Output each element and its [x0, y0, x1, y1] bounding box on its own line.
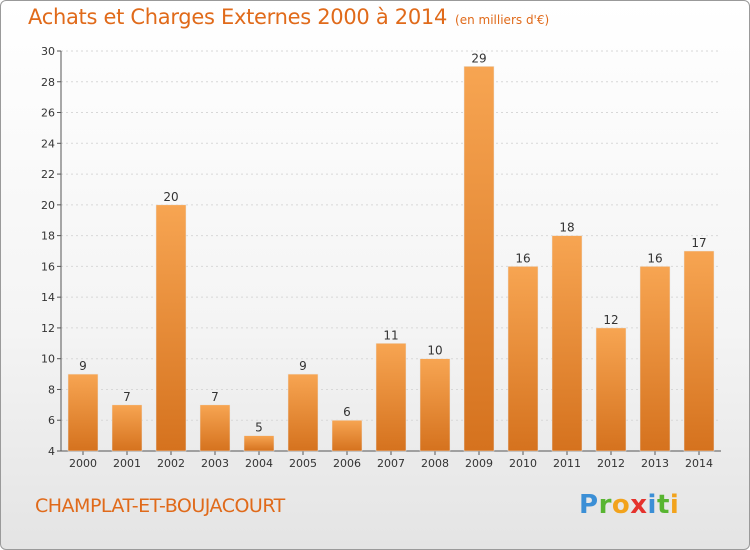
x-tick-label: 2008	[421, 457, 449, 470]
data-label: 18	[559, 221, 574, 235]
y-tick-label: 18	[41, 230, 55, 243]
y-tick-label: 30	[41, 45, 55, 58]
bar	[243, 435, 275, 452]
x-tick-label: 2003	[201, 457, 229, 470]
logo-letter: o	[611, 490, 631, 520]
bar	[331, 419, 363, 452]
x-tick-label: 2013	[641, 457, 669, 470]
x-tick-label: 2011	[553, 457, 581, 470]
bar	[595, 327, 627, 452]
bar	[683, 250, 715, 452]
data-label: 9	[299, 359, 307, 373]
logo-letter: x	[630, 490, 648, 520]
x-tick-label: 2012	[597, 457, 625, 470]
data-label: 11	[383, 328, 398, 342]
data-label: 5	[255, 421, 263, 435]
y-tick-label: 6	[48, 414, 55, 427]
data-label: 7	[211, 390, 219, 404]
chart-unit: (en milliers d'€)	[455, 13, 550, 27]
bar	[111, 404, 143, 452]
y-tick-label: 10	[41, 353, 55, 366]
x-tick-label: 2002	[157, 457, 185, 470]
bar	[67, 373, 99, 452]
logo-letter: i	[669, 490, 680, 520]
data-label: 9	[79, 359, 87, 373]
data-label: 7	[123, 390, 131, 404]
data-label: 12	[603, 313, 618, 327]
commune-name: CHAMPLAT-ET-BOUJACOURT	[35, 495, 285, 517]
x-tick-label: 2000	[69, 457, 97, 470]
y-tick-label: 8	[48, 383, 55, 396]
bars	[67, 66, 715, 452]
logo-letter: P	[579, 490, 599, 520]
y-tick-label: 16	[41, 260, 55, 273]
y-tick-label: 14	[41, 291, 55, 304]
logo-letter: i	[647, 490, 657, 520]
data-label: 10	[427, 344, 442, 358]
bar	[375, 343, 407, 452]
data-label: 16	[647, 251, 662, 265]
x-tick-label: 2004	[245, 457, 273, 470]
bar	[507, 266, 539, 452]
x-tick-label: 2005	[289, 457, 317, 470]
data-label: 17	[691, 236, 706, 250]
x-tick-label: 2001	[113, 457, 141, 470]
labels: 4 6 8 10 12 14 16 18 20 22 24 26 28 30 2000 9 2001 7 2002 2…	[41, 45, 713, 470]
chart-title: Achats et Charges Externes 2000 à 2014 (e…	[28, 5, 549, 29]
proxiti-logo: Proxiti	[579, 490, 679, 520]
x-tick-label: 2014	[685, 457, 713, 470]
y-tick-label: 20	[41, 199, 55, 212]
y-tick-label: 24	[41, 137, 55, 150]
y-tick-label: 28	[41, 76, 55, 89]
y-tick-label: 22	[41, 168, 55, 181]
x-tick-label: 2009	[465, 457, 493, 470]
chart-title-text: Achats et Charges Externes 2000 à 2014	[28, 5, 448, 29]
logo-letter: r	[598, 490, 612, 520]
bar	[287, 373, 319, 452]
bar	[639, 266, 671, 452]
x-tick-label: 2010	[509, 457, 537, 470]
x-tick-label: 2007	[377, 457, 405, 470]
data-label: 6	[343, 405, 351, 419]
bar	[463, 66, 495, 452]
bar	[199, 404, 231, 452]
data-label: 16	[515, 251, 530, 265]
data-label: 29	[471, 51, 486, 65]
bar	[419, 358, 451, 452]
y-tick-label: 4	[48, 445, 55, 458]
data-label: 20	[163, 190, 178, 204]
x-tick-label: 2006	[333, 457, 361, 470]
logo-letter: t	[656, 490, 670, 520]
y-tick-label: 12	[41, 322, 55, 335]
bar	[551, 235, 583, 452]
y-tick-label: 26	[41, 107, 55, 120]
bar	[155, 204, 187, 452]
